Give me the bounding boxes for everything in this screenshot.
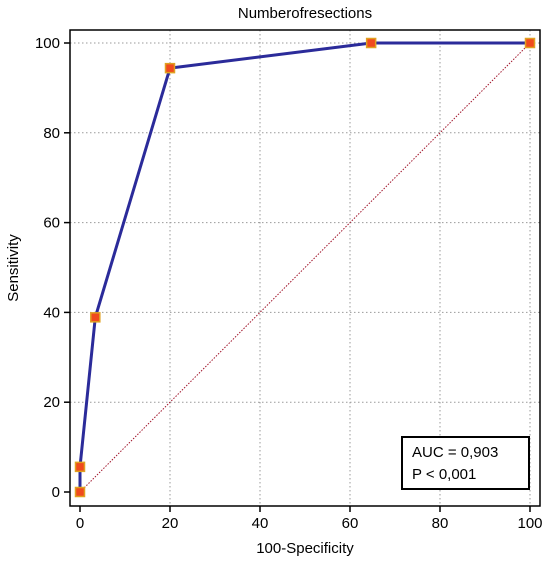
y-tick-label: 0 xyxy=(52,484,60,501)
roc-point xyxy=(74,486,86,498)
chart-title: Numberofresections xyxy=(238,5,372,22)
y-axis: 0 20 40 60 80 100 xyxy=(35,35,70,501)
x-tick-label: 0 xyxy=(76,515,84,532)
y-axis-title: Sensitivity xyxy=(5,234,22,302)
p-value: P < 0,001 xyxy=(412,466,476,483)
auc-annotation-box: AUC = 0,903 P < 0,001 xyxy=(401,436,530,490)
grid xyxy=(70,30,540,506)
roc-point xyxy=(365,37,377,49)
y-tick-label: 80 xyxy=(43,125,60,142)
x-tick-label: 20 xyxy=(162,515,179,532)
y-tick-label: 20 xyxy=(43,394,60,411)
auc-value: AUC = 0,903 xyxy=(412,444,498,461)
y-tick-label: 40 xyxy=(43,304,60,321)
roc-point xyxy=(74,461,86,473)
roc-point xyxy=(164,62,176,74)
x-tick-label: 60 xyxy=(342,515,359,532)
plot-frame xyxy=(69,29,541,507)
reference-diagonal xyxy=(79,42,531,493)
x-tick-label: 80 xyxy=(432,515,449,532)
y-tick-label: 100 xyxy=(35,35,60,52)
y-tick-label: 60 xyxy=(43,215,60,232)
roc-markers xyxy=(74,37,536,498)
roc-point xyxy=(524,37,536,49)
x-axis-title: 100-Specificity xyxy=(256,540,354,557)
x-tick-label: 100 xyxy=(517,515,542,532)
x-tick-label: 40 xyxy=(252,515,269,532)
roc-point xyxy=(90,312,101,323)
x-axis: 0 20 40 60 80 100 xyxy=(76,506,543,532)
